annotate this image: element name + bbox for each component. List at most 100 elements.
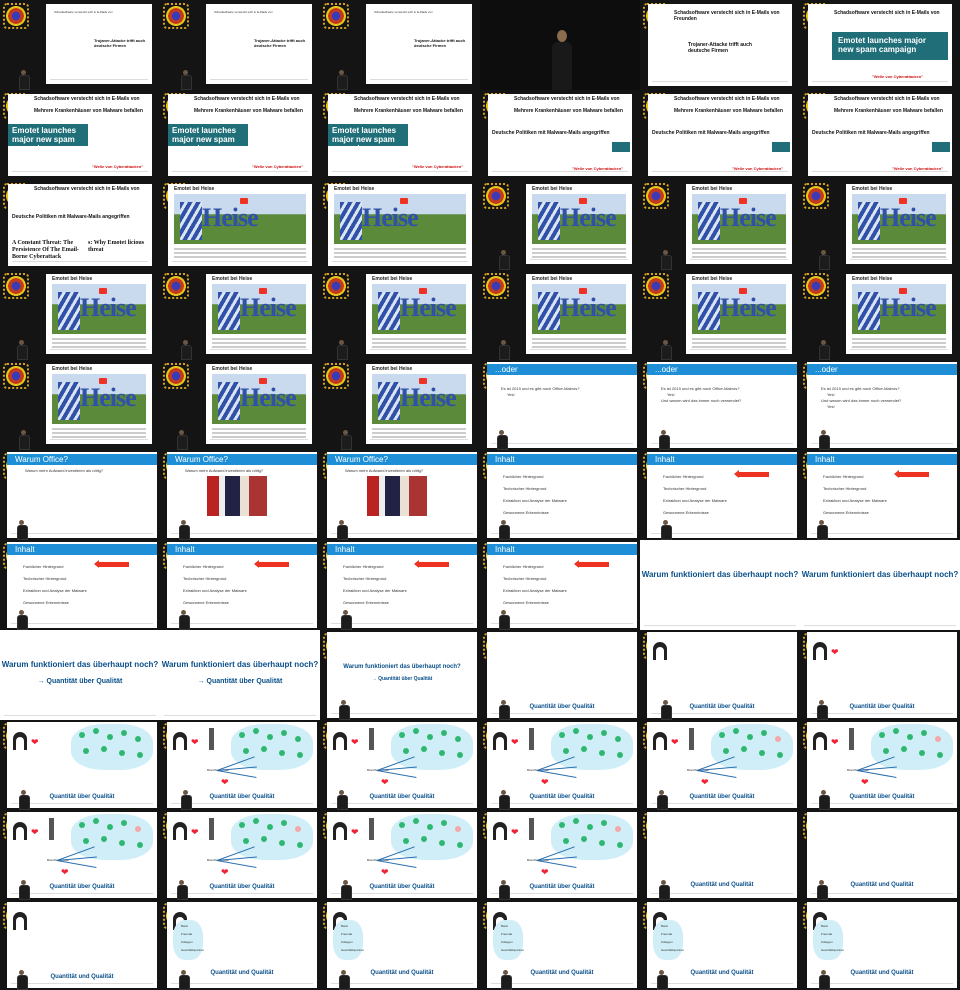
video-thumbnail[interactable]: Emotet bei Heise Heise [160,270,320,360]
video-thumbnail[interactable]: Warum funktioniert das überhaupt noch? [640,540,800,630]
video-thumbnail[interactable]: Warum funktioniert das überhaupt noch? → … [320,630,480,720]
slide-footer [331,803,473,806]
video-thumbnail[interactable]: Emotet bei Heise Heise [0,270,160,360]
video-thumbnail[interactable]: Schadsoftware verstecht sich in E-Mails … [320,90,480,180]
video-thumbnail[interactable]: Warum Office? Warum mehr Aufwand investie… [160,450,320,540]
video-thumbnail[interactable]: Schadsoftware verstecht sich in E-Mails … [800,90,960,180]
video-thumbnail[interactable]: Bank Freunde Kollegen Geschäftspartner Quant… [160,900,320,990]
video-thumbnail[interactable]: Inhalt Fachlicher Hintergrund Technischer … [800,450,960,540]
video-thumbnail[interactable]: Schadsoftware verstecht sich in E-Mails … [320,0,480,90]
video-thumbnail[interactable]: Schadsoftware verstecht sich in E-Mails … [640,0,800,90]
caption-line [532,252,626,254]
video-thumbnail[interactable]: Emotet bei Heise Heise [800,270,960,360]
video-thumbnail[interactable]: Quantität über Qualität [480,630,640,720]
slide-text: Warum funktioniert das überhaupt noch? [343,664,461,670]
video-thumbnail[interactable]: ...oder Es ist 2019 und es gibt noch Offi… [640,360,800,450]
video-thumbnail[interactable]: Schadsoftware verstecht sich in E-Mails … [160,0,320,90]
video-thumbnail[interactable]: ❤Betreffende Mail❤Quantität über Qualitä… [160,720,320,810]
video-thumbnail[interactable]: Quantität und Qualität [800,810,960,900]
pointer-arrow [894,470,929,478]
slide-screen: Emotet bei Heise Heise [46,364,152,444]
video-thumbnail[interactable]: Emotet bei Heise Heise [320,360,480,450]
video-thumbnail[interactable]: ❤Betreffende Mail❤Quantität über Qualitä… [480,720,640,810]
contact-dot [261,836,267,842]
video-thumbnail[interactable]: Warum Office? Warum mehr Aufwand investie… [0,450,160,540]
university-logo [3,363,29,389]
caption-line [692,252,786,254]
video-thumbnail[interactable]: Bank Freunde Kollegen Geschäftspartner Quant… [480,900,640,990]
video-thumbnail[interactable]: ❤Betreffende Mail❤Quantität über Qualitä… [480,810,640,900]
video-thumbnail[interactable]: Emotet bei Heise Heise [0,360,160,450]
speaker-figure [18,70,30,90]
video-thumbnail[interactable]: ❤Betreffende Mail❤Quantität über Qualitä… [160,810,320,900]
video-thumbnail[interactable]: Schadsoftware verstecht sich in E-Mails … [0,180,160,270]
video-thumbnail[interactable]: Schadsoftware verstecht sich in E-Mails … [640,90,800,180]
video-thumbnail[interactable]: Schadsoftware verstecht sich in E-Mails … [0,0,160,90]
video-thumbnail[interactable]: ❤Betreffende Mail❤Quantität über Qualitä… [800,720,960,810]
video-thumbnail[interactable]: Emotet bei Heise Heise [160,360,320,450]
slide-text: Warum mehr Aufwand investieren als nötig… [185,468,264,473]
video-thumbnail[interactable]: Warum funktioniert das überhaupt noch? [800,540,960,630]
video-thumbnail[interactable]: ...oder Es ist 2019 und es gibt noch Offi… [480,360,640,450]
video-thumbnail[interactable]: ❤Betreffende Mail❤Quantität über Qualitä… [320,720,480,810]
video-thumbnail[interactable]: Inhalt Fachlicher Hintergrund Technischer … [480,540,640,630]
slide-text: Bank [181,924,188,928]
video-thumbnail[interactable]: Emotet bei Heise Heise [320,180,480,270]
inhalt-item: Gewonnene Erkenntnisse [503,510,549,515]
contact-dot [439,750,445,756]
slide-screen: ❤Betreffende Mail❤Quantität über Qualitä… [167,812,317,898]
video-thumbnail[interactable]: ❤ Quantität über Qualität [800,630,960,720]
video-thumbnail[interactable]: Schadsoftware verstecht sich in E-Mails … [800,0,960,90]
video-thumbnail[interactable]: Schadsoftware verstecht sich in E-Mails … [160,90,320,180]
video-thumbnail[interactable]: ❤ Quantität über Qualität [0,720,160,810]
youtube-button [899,198,907,204]
contact-dot [741,746,747,752]
video-thumbnail[interactable]: Warum funktioniert das überhaupt noch? → … [160,630,320,720]
video-thumbnail[interactable]: Inhalt Fachlicher Hintergrund Technischer … [480,450,640,540]
speaker-figure [660,700,672,720]
video-thumbnail[interactable]: Bank Freunde Kollegen Geschäftspartner Quant… [320,900,480,990]
slide-text: Es ist 2019 und es gibt noch Office-Makr… [661,386,740,391]
video-thumbnail[interactable]: Inhalt Fachlicher Hintergrund Technischer … [320,540,480,630]
video-thumbnail[interactable]: Bank Freunde Kollegen Geschäftspartner Quant… [800,900,960,990]
video-thumbnail[interactable]: Schadsoftware verstecht sich in E-Mails … [0,90,160,180]
contacts-cloud [493,920,523,960]
video-thumbnail[interactable]: ...oder Es ist 2019 und es gibt noch Offi… [800,360,960,450]
video-thumbnail[interactable]: Schadsoftware verstecht sich in E-Mails … [480,90,640,180]
university-logo [3,273,29,299]
video-thumbnail[interactable]: Inhalt Fachlicher Hintergrund Technischer … [160,540,320,630]
video-thumbnail[interactable]: Bank Freunde Kollegen Geschäftspartner Quant… [640,900,800,990]
video-thumbnail[interactable]: Warum funktioniert das überhaupt noch? → … [0,630,160,720]
video-thumbnail[interactable]: Quantität und Qualität [640,810,800,900]
video-thumbnail[interactable]: Emotet bei Heise Heise [160,180,320,270]
video-thumbnail[interactable]: Inhalt Fachlicher Hintergrund Technischer … [640,450,800,540]
video-thumbnail[interactable]: ❤Betreffende Mail❤Quantität über Qualitä… [320,810,480,900]
video-thumbnail[interactable]: Emotet bei Heise Heise [800,180,960,270]
university-logo [643,183,669,209]
video-thumbnail[interactable]: ❤Betreffende Mail❤Quantität über Qualitä… [640,720,800,810]
slide-text: A Constant Threat: The Persistence Of Th… [12,240,80,260]
slide-footer [171,623,313,626]
video-thumbnail[interactable]: Quantität und Qualität [0,900,160,990]
speaker-figure [656,970,668,990]
video-thumbnail[interactable]: Emotet bei Heise Heise [640,180,800,270]
video-thumbnail[interactable]: Emotet bei Heise Heise [480,270,640,360]
video-thumbnail[interactable]: Inhalt Fachlicher Hintergrund Technischer … [0,540,160,630]
slide-text: Deutsche Politiken mit Malware-Mails ang… [812,130,930,136]
slide-screen: Warum funktioniert das überhaupt noch? → … [160,630,320,720]
slide-text: Emotet bei Heise [334,186,375,192]
video-thumbnail[interactable]: Warum Office? Warum mehr Aufwand investie… [320,450,480,540]
article-image: Emotet launches major new spam campaign [168,124,248,153]
contact-dot [83,748,89,754]
heise-photo: Heise [372,284,466,334]
video-thumbnail[interactable]: Emotet bei Heise Heise [480,180,640,270]
caption-line [852,248,946,250]
video-thumbnail[interactable] [480,0,640,90]
video-thumbnail[interactable]: Emotet bei Heise Heise [640,270,800,360]
heart-icon: ❤ [831,737,839,747]
caption-line [852,342,946,344]
video-thumbnail[interactable]: Quantität über Qualität [640,630,800,720]
video-thumbnail[interactable]: Emotet bei Heise Heise [320,270,480,360]
video-thumbnail[interactable]: ❤Betreffende Mail❤Quantität über Qualitä… [0,810,160,900]
heise-photo: Heise [174,194,306,244]
